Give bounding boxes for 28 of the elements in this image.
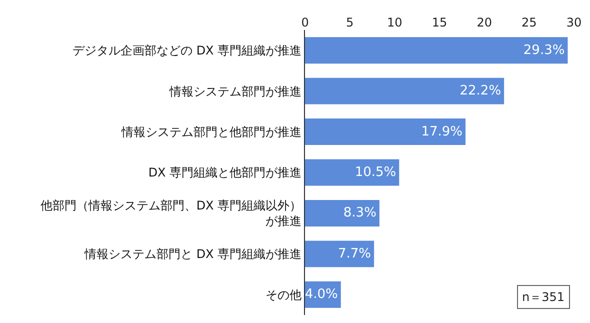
bar [305, 78, 504, 104]
x-tick-label: 20 [476, 16, 492, 30]
y-tick-label: 情報システム部門が推進 [168, 84, 302, 98]
y-tick-label: DX 専門組織と他部門が推進 [148, 166, 302, 180]
y-tick-label: その他 [266, 288, 302, 302]
bar [305, 240, 374, 268]
data-label: 22.2% [460, 84, 502, 99]
x-tick-label: 15 [432, 16, 448, 30]
x-tick-label: 0 [301, 16, 309, 30]
x-tick-label: 10 [387, 16, 402, 30]
annotation: n＝351 [522, 290, 565, 304]
x-tick-label: 5 [346, 16, 354, 30]
y-tick-label: デジタル企画部などの DX 専門組織が推進 [72, 44, 302, 58]
bar [305, 37, 568, 64]
data-label: 4.0% [304, 287, 338, 302]
data-label: 29.3% [523, 42, 565, 58]
bar [305, 118, 466, 146]
y-tick-label: 他部門（情報システム部門、DX 専門組織以外）が推進 [40, 198, 302, 228]
y-tick-label: 情報システム部門と DX 専門組織が推進 [84, 247, 302, 262]
x-tick-label: 25 [522, 16, 537, 30]
data-label: 17.9% [421, 124, 462, 140]
data-label: 8.3% [343, 206, 376, 221]
bar [305, 159, 400, 186]
y-tick-label: 情報システム部門と他部門が推進 [120, 124, 302, 139]
data-label: 7.7% [338, 246, 372, 262]
x-tick-label: 30 [566, 16, 582, 30]
data-label: 10.5% [354, 165, 396, 180]
bar [305, 200, 380, 226]
